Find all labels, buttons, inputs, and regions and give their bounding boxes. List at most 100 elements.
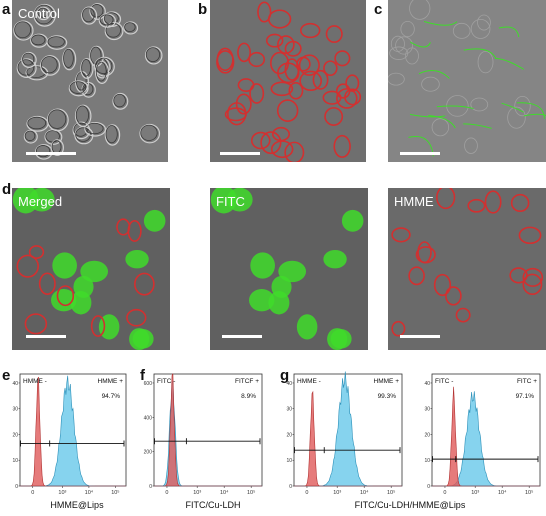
- cell: [296, 314, 318, 340]
- y-tick-label: 400: [144, 415, 153, 421]
- cell: [129, 328, 150, 350]
- x-tick-label: 0: [305, 490, 308, 496]
- cell: [50, 139, 64, 157]
- cell-edge: [113, 93, 126, 108]
- x-axis-label-shared: FITC/Cu-LDH/HMME@Lips: [354, 500, 466, 510]
- cell: [267, 9, 292, 29]
- control-histogram: [294, 390, 402, 487]
- percent-positive: 97.1%: [516, 393, 535, 400]
- cell: [250, 131, 271, 150]
- cell: [470, 97, 489, 112]
- scale-bar: [26, 152, 76, 155]
- cell-field: [13, 3, 163, 160]
- cell-edge: [94, 57, 113, 75]
- histogram-plot: 0 10 20 30 40 0 10³ 10⁴ 10⁵ FITC - FITC + 97.1%: [424, 373, 541, 496]
- cell: [507, 106, 526, 129]
- cell: [514, 96, 531, 117]
- gate-negative-label: FITC -: [157, 378, 175, 385]
- x-tick-label: 10⁵: [247, 489, 255, 496]
- green-fluorescence: [516, 102, 545, 119]
- cell: [327, 328, 348, 350]
- cell-field: [216, 1, 362, 162]
- cell-edge: [47, 36, 65, 48]
- x-axis-label: HMME@Lips: [50, 500, 104, 510]
- cell: [467, 198, 486, 213]
- cell: [84, 121, 107, 137]
- cell: [126, 308, 147, 327]
- cell: [433, 273, 452, 297]
- x-tick-label: 10⁵: [387, 489, 395, 496]
- gate-negative-label: HMME -: [297, 378, 321, 385]
- green-fluorescence: [409, 41, 431, 48]
- cell: [395, 36, 413, 55]
- cell: [388, 72, 405, 86]
- histogram-f: 0 200 400 600 0 10³ 10⁴ 10⁵ FITC - FITCF + 8.9%: [134, 370, 268, 516]
- cell: [16, 58, 37, 79]
- percent-positive: 8.9%: [241, 393, 256, 400]
- cell: [271, 126, 290, 142]
- cell: [104, 22, 124, 41]
- x-tick-label: 0: [443, 490, 446, 496]
- cell: [299, 70, 323, 92]
- y-tick-label: 0: [149, 484, 152, 490]
- green-fluorescence: [409, 113, 446, 118]
- cell: [391, 227, 411, 243]
- cell: [278, 260, 307, 283]
- histogram-plot: 0 200 400 600 0 10³ 10⁴ 10⁵ FITC - FITCF + 8.9%: [144, 373, 263, 496]
- y-tick-label: 200: [144, 450, 153, 456]
- micrograph-label: FITC: [216, 194, 245, 209]
- cell: [431, 118, 450, 137]
- micrograph-label: Merged: [18, 194, 63, 209]
- cell-edge: [27, 116, 47, 130]
- green-fluorescence: [523, 113, 546, 117]
- histogram-g-hmme: 0 10 20 30 40 0 10³ 10⁴ 10⁵ HMME - HMME + 99.3%: [274, 370, 408, 516]
- cell: [405, 47, 419, 65]
- micrograph-fitc: FITC: [210, 188, 368, 350]
- cell-field: [391, 188, 544, 337]
- cell: [389, 46, 409, 60]
- plot-frame: [431, 373, 541, 487]
- cell: [322, 90, 342, 105]
- percent-positive: 99.3%: [378, 393, 397, 400]
- cell: [417, 241, 432, 264]
- cell-edge: [14, 21, 32, 39]
- x-tick-label: 10⁵: [525, 489, 533, 496]
- cell: [436, 188, 456, 210]
- cell: [484, 190, 502, 214]
- cell: [235, 93, 252, 115]
- cell: [210, 188, 237, 214]
- cell: [62, 47, 77, 71]
- cell: [94, 56, 115, 77]
- cell: [522, 273, 543, 295]
- cell-edge: [145, 47, 161, 63]
- cell: [522, 267, 544, 287]
- y-tick-label: 0: [289, 484, 292, 490]
- micrograph-control: Control: [12, 0, 168, 162]
- cell: [227, 102, 247, 126]
- cell: [270, 81, 294, 97]
- cell: [323, 60, 338, 77]
- cell-field: [12, 188, 166, 350]
- histogram-plot: 0 10 20 30 40 0 10³ 10⁴ 10⁵ HMME - HMME + 94.7%: [12, 373, 127, 496]
- x-axis-label: FITC/Cu-LDH: [185, 500, 241, 510]
- cell-edge: [31, 34, 46, 46]
- cell: [116, 218, 131, 236]
- cell: [298, 54, 320, 76]
- x-tick-label: 0: [165, 490, 168, 496]
- percent-positive: 94.7%: [102, 393, 121, 400]
- cell: [257, 1, 272, 23]
- cell: [477, 50, 494, 74]
- green-fluorescence: [463, 123, 492, 129]
- green-fluorescence: [463, 48, 497, 60]
- gate-positive-label: FITCF +: [235, 378, 259, 385]
- cell-edge: [22, 52, 35, 66]
- cell: [276, 99, 299, 122]
- cell: [452, 22, 471, 39]
- x-tick-label: 10⁵: [111, 489, 119, 496]
- y-tick-label: 10: [286, 458, 292, 464]
- cell-edge: [105, 125, 118, 144]
- x-tick-label: 10⁴: [360, 489, 369, 496]
- gate-positive-label: HMME +: [374, 378, 400, 385]
- control-histogram: [432, 386, 540, 487]
- cell-edge: [17, 59, 35, 76]
